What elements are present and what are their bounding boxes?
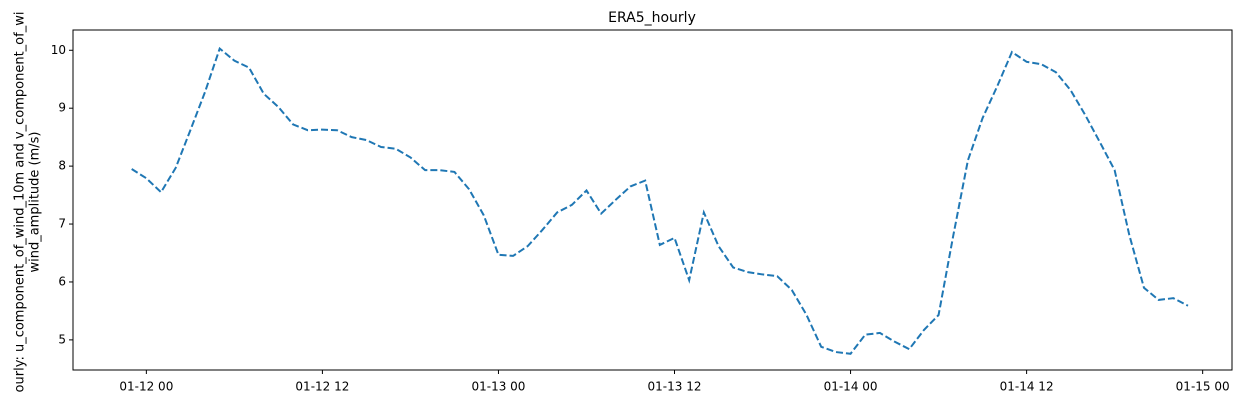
x-tick-label: 01-13 12: [648, 380, 702, 394]
x-tick-label: 01-12 00: [119, 380, 173, 394]
y-tick-label: 6: [58, 274, 66, 288]
data-line: [131, 46, 1189, 355]
x-tick-label: 01-12 12: [295, 380, 349, 394]
x-tick-label: 01-13 00: [471, 380, 525, 394]
x-tick-label: 01-15 00: [1176, 380, 1230, 394]
y-axis-label: wind_amplitude (m/s): [28, 131, 43, 272]
x-tick-label: 01-14 12: [1000, 380, 1054, 394]
y-axis-label: ourly: u_component_of_wind_10m and v_com…: [13, 12, 28, 393]
y-tick-label: 8: [58, 159, 66, 173]
y-tick-label: 10: [51, 43, 66, 57]
y-tick-label: 5: [58, 332, 66, 346]
y-tick-label: 7: [58, 217, 66, 231]
plot-frame: [72, 29, 1233, 371]
x-tick-label: 01-14 00: [824, 380, 878, 394]
chart-title: ERA5_hourly: [608, 10, 696, 26]
y-tick-label: 9: [58, 101, 66, 115]
